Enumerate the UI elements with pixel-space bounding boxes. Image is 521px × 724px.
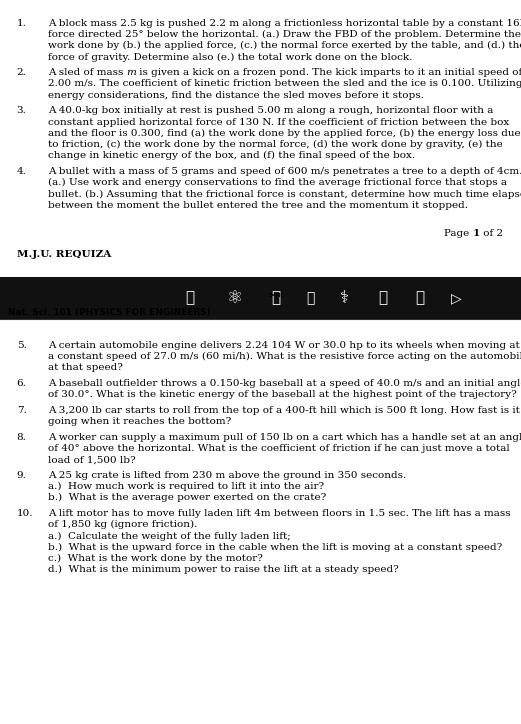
Text: between the moment the bullet entered the tree and the momentum it stopped.: between the moment the bullet entered th…	[48, 201, 468, 210]
Text: 2.00 m/s. The coefficient of kinetic friction between the sled and the ice is 0.: 2.00 m/s. The coefficient of kinetic fri…	[48, 80, 521, 88]
Text: A lift motor has to move fully laden lift 4m between floors in 1.5 sec. The lift: A lift motor has to move fully laden lif…	[48, 509, 511, 518]
Text: A bullet with a mass of 5 grams and speed of 600 m/s penetrates a tree to a dept: A bullet with a mass of 5 grams and spee…	[48, 167, 521, 176]
Text: at that speed?: at that speed?	[48, 363, 123, 372]
Text: load of 1,500 lb?: load of 1,500 lb?	[48, 455, 135, 464]
Text: (a.) Use work and energy conservations to find the average frictional force that: (a.) Use work and energy conservations t…	[48, 178, 507, 188]
Text: Page: Page	[0, 230, 29, 238]
Text: a.)  Calculate the weight of the fully laden lift;: a.) Calculate the weight of the fully la…	[48, 531, 291, 541]
Text: 🍎: 🍎	[306, 291, 314, 305]
Text: ⚛: ⚛	[227, 289, 242, 307]
Text: Page: Page	[444, 230, 473, 238]
Text: to friction, (c) the work done by the normal force, (d) the work done by gravity: to friction, (c) the work done by the no…	[48, 140, 503, 149]
Text: energy considerations, find the distance the sled moves before it stops.: energy considerations, find the distance…	[48, 90, 424, 100]
Text: 🔎: 🔎	[415, 290, 424, 306]
Text: force of gravity. Determine also (e.) the total work done on the block.: force of gravity. Determine also (e.) th…	[48, 53, 412, 62]
Text: b.)  What is the upward force in the cable when the lift is moving at a constant: b.) What is the upward force in the cabl…	[48, 543, 502, 552]
Bar	[0, 277, 521, 319]
Text: 8.: 8.	[17, 433, 27, 442]
Text: m: m	[127, 68, 137, 77]
Text: A 3,200 lb car starts to roll from the top of a 400-ft hill which is 500 ft long: A 3,200 lb car starts to roll from the t…	[48, 406, 520, 415]
Text: ▷: ▷	[451, 291, 461, 305]
Text: bullet. (b.) Assuming that the frictional force is constant, determine how much : bullet. (b.) Assuming that the frictiona…	[48, 190, 521, 198]
Text: 🖥: 🖥	[271, 290, 281, 306]
Text: work done by (b.) the applied force, (c.) the normal force exerted by the table,: work done by (b.) the applied force, (c.…	[48, 41, 521, 51]
Text: is given a kick on a frozen pond. The kick imparts to it an initial speed of: is given a kick on a frozen pond. The ki…	[137, 68, 521, 77]
Text: 6.: 6.	[17, 379, 27, 388]
Text: going when it reaches the bottom?: going when it reaches the bottom?	[48, 417, 231, 426]
Text: force directed 25° below the horizontal. (a.) Draw the FBD of the problem. Deter: force directed 25° below the horizontal.…	[48, 30, 521, 39]
Text: 3.: 3.	[17, 106, 27, 115]
Text: 🧲: 🧲	[378, 290, 388, 306]
Text: 5.: 5.	[17, 341, 27, 350]
Text: of 1,850 kg (ignore friction).: of 1,850 kg (ignore friction).	[48, 520, 197, 529]
Text: 1: 1	[473, 230, 480, 238]
Text: 4.: 4.	[17, 167, 27, 176]
Text: A worker can supply a maximum pull of 150 lb on a cart which has a handle set at: A worker can supply a maximum pull of 15…	[48, 433, 521, 442]
Text: constant applied horizontal force of 130 N. If the coefficient of friction betwe: constant applied horizontal force of 130…	[48, 117, 509, 127]
Text: 10.: 10.	[17, 509, 33, 518]
Text: d.)  What is the minimum power to raise the lift at a steady speed?: d.) What is the minimum power to raise t…	[48, 565, 399, 574]
Text: 1.: 1.	[17, 19, 27, 28]
Text: E=MC: E=MC	[268, 292, 284, 298]
Text: A block mass 2.5 kg is pushed 2.2 m along a frictionless horizontal table by a c: A block mass 2.5 kg is pushed 2.2 m alon…	[48, 19, 521, 28]
Text: a constant speed of 27.0 m/s (60 mi/h). What is the resistive force acting on th: a constant speed of 27.0 m/s (60 mi/h). …	[48, 352, 521, 361]
Text: c.)  What is the work done by the motor?: c.) What is the work done by the motor?	[48, 554, 263, 563]
Text: a.)  How much work is required to lift it into the air?: a.) How much work is required to lift it…	[48, 482, 324, 491]
Text: and the floor is 0.300, find (a) the work done by the applied force, (b) the ene: and the floor is 0.300, find (a) the wor…	[48, 129, 520, 138]
Text: A baseball outfielder throws a 0.150-kg baseball at a speed of 40.0 m/s and an i: A baseball outfielder throws a 0.150-kg …	[48, 379, 521, 388]
Text: of 2: of 2	[0, 230, 23, 238]
Text: 2.: 2.	[17, 68, 27, 77]
Text: of 2: of 2	[480, 230, 503, 238]
Text: of 30.0°. What is the kinetic energy of the baseball at the highest point of the: of 30.0°. What is the kinetic energy of …	[48, 390, 517, 399]
Text: 🔭: 🔭	[185, 290, 195, 306]
Text: A certain automobile engine delivers 2.24 104 W or 30.0 hp to its wheels when mo: A certain automobile engine delivers 2.2…	[48, 341, 519, 350]
Text: 7.: 7.	[17, 406, 27, 415]
Text: b.)  What is the average power exerted on the crate?: b.) What is the average power exerted on…	[48, 493, 326, 502]
Text: change in kinetic energy of the box, and (f) the final speed of the box.: change in kinetic energy of the box, and…	[48, 151, 415, 161]
Text: 1: 1	[0, 230, 7, 238]
Text: M.J.U. REQUIZA: M.J.U. REQUIZA	[17, 250, 111, 258]
Text: A sled of mass: A sled of mass	[48, 68, 127, 77]
Text: A 25 kg crate is lifted from 230 m above the ground in 350 seconds.: A 25 kg crate is lifted from 230 m above…	[48, 471, 406, 480]
Text: Nat. Sci. 101 (PHYSICS FOR ENGINEERS): Nat. Sci. 101 (PHYSICS FOR ENGINEERS)	[8, 308, 211, 317]
Text: A 40.0-kg box initially at rest is pushed 5.00 m along a rough, horizontal floor: A 40.0-kg box initially at rest is pushe…	[48, 106, 493, 115]
Text: of 40° above the horizontal. What is the coefficient of friction if he can just : of 40° above the horizontal. What is the…	[48, 444, 510, 453]
Text: ⚕: ⚕	[339, 289, 349, 307]
Text: 9.: 9.	[17, 471, 27, 480]
